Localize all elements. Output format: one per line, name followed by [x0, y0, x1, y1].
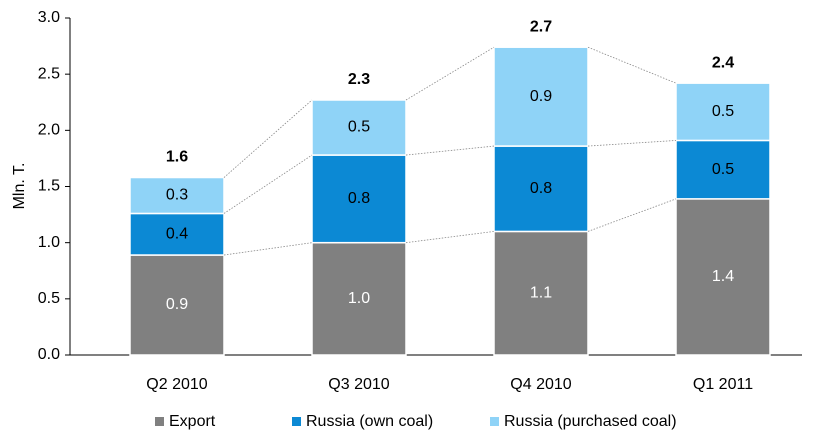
total-label: 2.3 [348, 71, 370, 88]
value-label: 0.5 [348, 119, 370, 136]
y-tick-label: 2.0 [38, 122, 60, 139]
bar-segment [675, 82, 771, 142]
x-tick-label: Q4 2010 [510, 376, 571, 393]
connector [223, 154, 313, 214]
bar-segment [493, 145, 589, 233]
total-label: 2.4 [712, 54, 734, 71]
connector [405, 145, 495, 156]
y-tick-label: 1.0 [38, 234, 60, 251]
connector [587, 46, 677, 84]
value-label: 1.1 [530, 284, 552, 301]
bar-segment [129, 176, 225, 215]
x-tick-label: Q1 2011 [693, 376, 753, 393]
y-tick-label: 3.0 [38, 9, 60, 26]
bar-segment [129, 212, 225, 256]
value-label: 0.8 [348, 190, 370, 207]
value-label: 0.9 [530, 88, 552, 105]
connector [587, 140, 677, 147]
connector [587, 198, 677, 232]
legend-label: Russia (own coal) [306, 413, 433, 430]
value-label: 0.8 [530, 180, 552, 197]
value-label: 1.0 [348, 290, 370, 307]
value-label: 0.4 [166, 225, 188, 242]
y-tick-label: 0.0 [38, 346, 60, 363]
connector [223, 242, 313, 256]
value-label: 0.5 [712, 103, 734, 120]
legend-label: Export [169, 413, 216, 430]
x-tick-label: Q2 2010 [146, 376, 207, 393]
x-tick-label: Q3 2010 [328, 376, 389, 393]
value-label: 0.9 [166, 296, 188, 313]
bar-segment [311, 154, 407, 244]
value-label: 1.4 [712, 268, 734, 285]
y-axis-label: Mln. T. [11, 163, 28, 210]
bar-segment [129, 254, 225, 356]
bar-segment [675, 198, 771, 356]
y-tick-label: 0.5 [38, 290, 60, 307]
y-tick-label: 1.5 [38, 178, 60, 195]
legend-swatch [490, 417, 499, 426]
connector [223, 99, 313, 178]
value-label: 0.5 [712, 161, 734, 178]
value-label: 0.3 [166, 187, 188, 204]
legend-swatch [155, 417, 164, 426]
y-tick-label: 2.5 [38, 65, 60, 82]
connector [405, 46, 495, 101]
bar-segment [311, 99, 407, 156]
bar-segment [311, 241, 407, 356]
connector [405, 231, 495, 244]
legend-label: Russia (purchased coal) [504, 413, 677, 430]
legend-swatch [292, 417, 301, 426]
bar-segment [493, 46, 589, 147]
total-label: 2.7 [530, 18, 552, 35]
total-label: 1.6 [166, 149, 188, 166]
